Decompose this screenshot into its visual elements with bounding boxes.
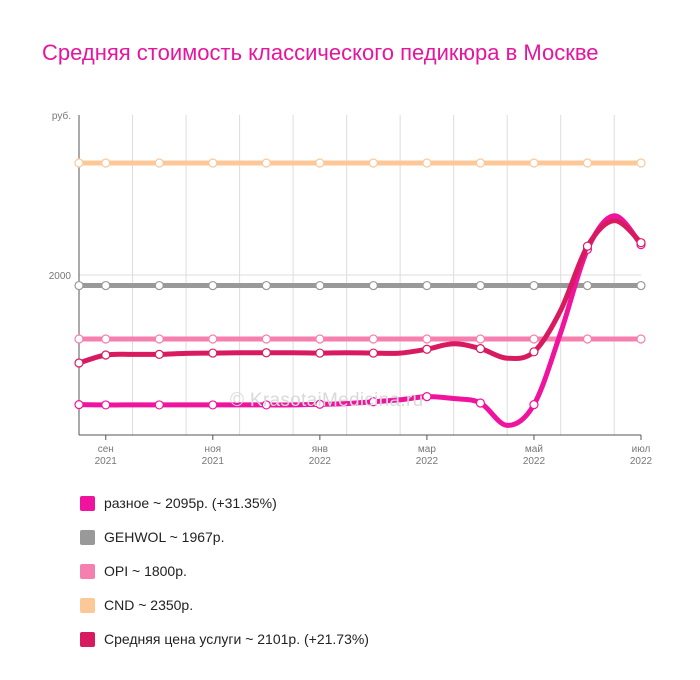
data-point [208,348,218,358]
legend-swatch [80,597,95,613]
y-tick-label: 2000 [49,271,72,282]
legend-swatch [80,529,95,545]
data-point [74,334,84,344]
data-point [368,280,378,291]
data-point [154,158,164,168]
data-point [636,334,646,344]
data-point [368,158,378,168]
data-point [422,344,432,354]
data-point [475,344,486,354]
x-tick-month: май [525,444,543,455]
data-point [529,280,539,291]
x-tick-year: 2022 [630,456,653,467]
data-point [636,280,646,291]
data-point [368,334,378,344]
data-point [154,400,164,410]
data-point [582,241,593,251]
data-point [315,399,325,409]
data-point [154,280,164,291]
data-point [422,334,432,344]
legend-item-opi[interactable]: OPI ~ 1800р. [80,554,369,588]
legend-label: разное ~ 2095р. (+31.35%) [104,495,277,511]
data-point [74,358,84,368]
data-point [475,158,486,168]
x-tick-year: 2022 [523,456,546,467]
data-point [208,280,218,291]
data-point [101,334,111,344]
legend-item-gehwol[interactable]: GEHWOL ~ 1967р. [80,520,369,554]
data-point [315,334,325,344]
x-tick-year: 2022 [309,456,332,467]
data-point [582,158,593,168]
data-point [636,238,646,248]
data-point [368,397,378,407]
legend-swatch [80,631,95,647]
legend-label: OPI ~ 1800р. [104,563,187,579]
data-point [101,158,111,168]
data-point [261,280,271,291]
data-point [101,400,111,410]
data-point [422,158,432,168]
legend-item-raznoe[interactable]: разное ~ 2095р. (+31.35%) [80,486,369,520]
data-point [74,400,84,410]
x-tick-month: янв [312,444,328,455]
legend-swatch [80,495,95,511]
legend-item-cnd[interactable]: CND ~ 2350р. [80,588,369,622]
data-point [475,280,486,291]
legend: разное ~ 2095р. (+31.35%) GEHWOL ~ 1967р… [80,486,369,656]
legend-label: Средняя цена услуги ~ 2101р. (+21.73%) [104,631,369,647]
data-point [582,334,593,344]
x-tick-year: 2022 [416,456,439,467]
legend-label: GEHWOL ~ 1967р. [104,529,225,545]
y-unit-label: руб. [52,110,71,122]
data-point [208,400,218,410]
data-point [529,347,539,357]
data-point [475,398,486,408]
data-point [422,392,432,402]
data-point [208,334,218,344]
x-tick-year: 2021 [95,456,118,467]
x-tick-month: мар [418,444,436,455]
data-point [315,348,325,358]
watermark: © KrasotaiMedicina.ru [230,390,424,411]
data-point [74,280,84,291]
x-tick-month: июл [632,444,651,455]
legend-item-average[interactable]: Средняя цена услуги ~ 2101р. (+21.73%) [80,622,369,656]
data-point [529,158,539,168]
line-chart: 2000руб.сен2021ноя2021янв2022мар2022май2… [49,110,653,467]
x-tick-year: 2021 [202,456,225,467]
data-point [101,280,111,291]
data-point [315,280,325,291]
data-point [74,158,84,168]
legend-label: CND ~ 2350р. [104,597,194,613]
x-tick-month: сен [98,444,114,455]
data-point [636,158,646,168]
x-tick-month: ноя [205,444,222,455]
data-point [154,334,164,344]
data-point [208,158,218,168]
data-point [529,400,539,410]
series-line [76,213,644,428]
data-point [261,400,271,410]
data-point [261,334,271,344]
data-point [154,349,164,359]
data-point [475,334,486,344]
data-point [368,348,378,358]
data-point [261,348,271,358]
chart-title: Средняя стоимость классического педикюра… [42,40,599,65]
data-point [315,158,325,168]
data-point [422,280,432,291]
data-point [582,280,593,291]
data-point [101,350,111,360]
data-point [261,158,271,168]
series-line [76,218,644,366]
data-point [529,334,539,344]
legend-swatch [80,563,95,579]
